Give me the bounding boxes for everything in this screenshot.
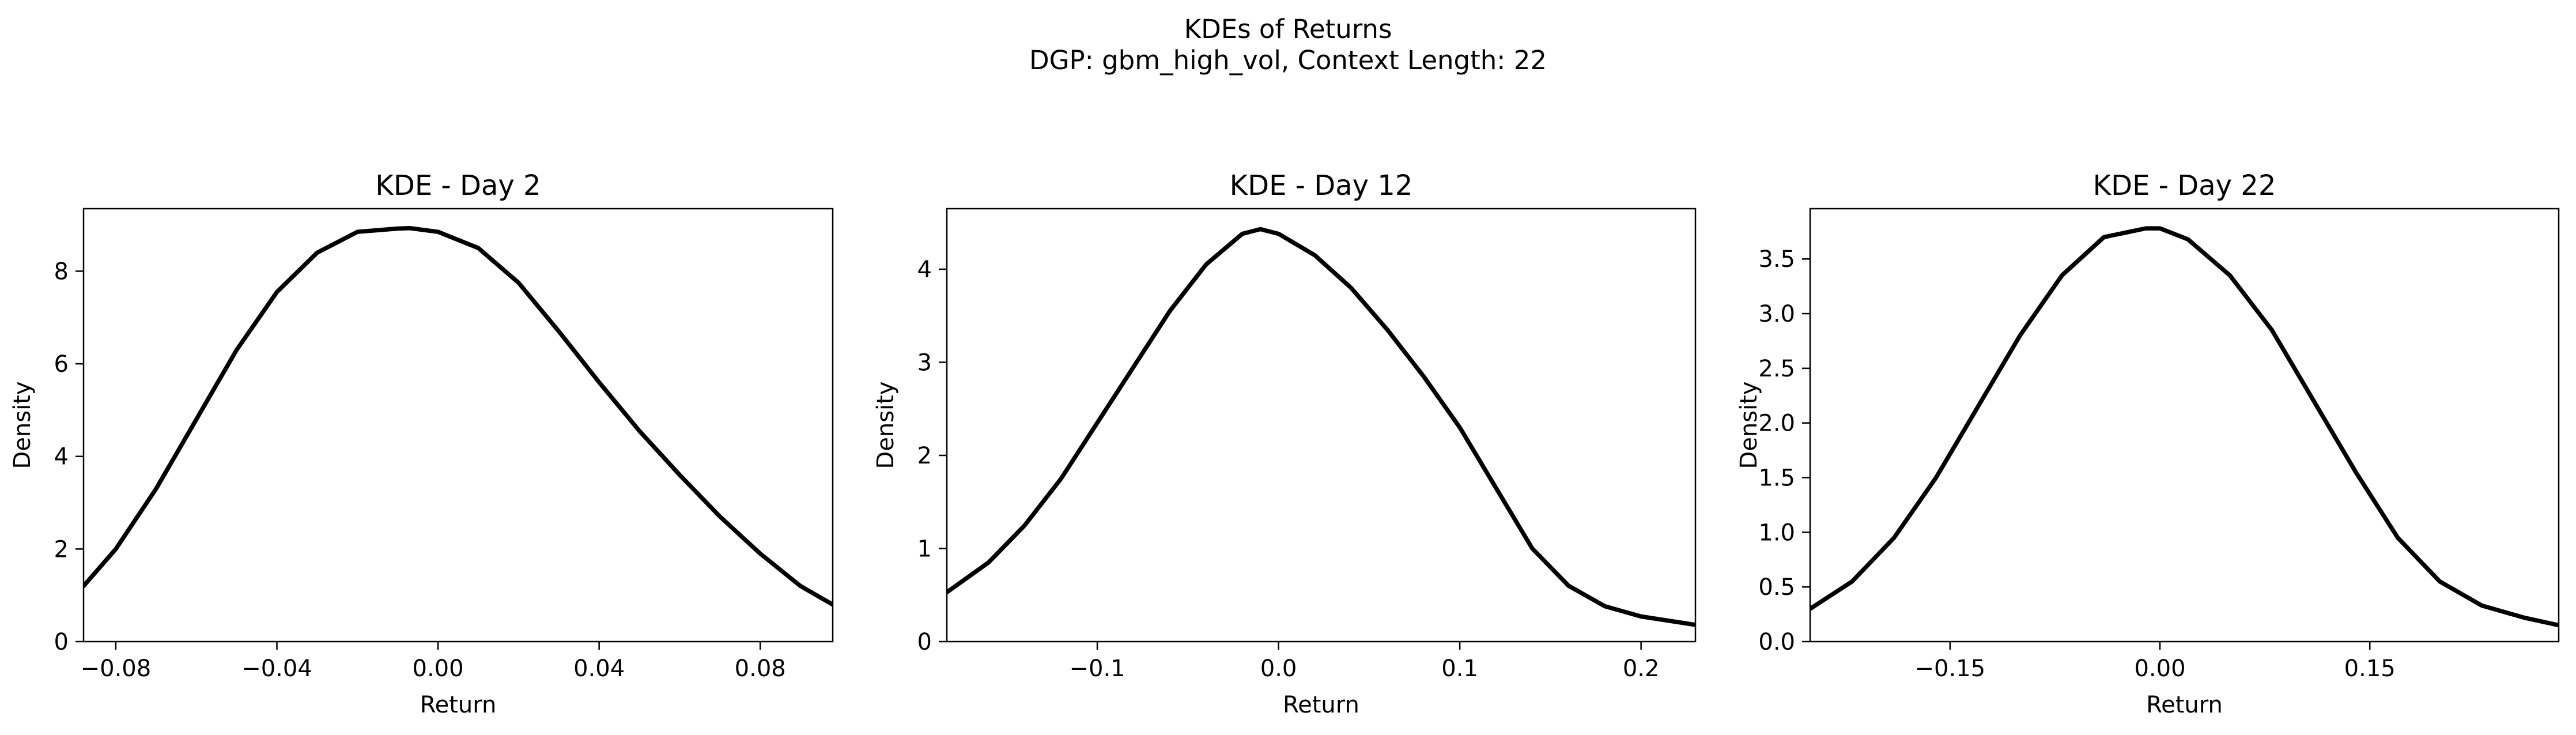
subplot-2: −0.1 0.0 0.1 0.2 0 1 2 3 4 KDE - Day 12 Return Dens… [872,169,1697,718]
subplot-title: KDE - Day 12 [1230,169,1413,202]
x-axis-label: Return [420,692,497,718]
subplot-1: −0.08 −0.04 0.00 0.04 0.08 0 2 4 6 8 KDE - Day 2 Re… [9,169,834,718]
y-tick-label: 0.0 [1758,629,1795,655]
figure-subtitle: DGP: gbm_high_vol, Context Length: 22 [1029,45,1547,76]
y-tick-label: 0.5 [1758,574,1795,601]
figure-title: KDEs of Returns [1184,14,1392,44]
y-tick-label: 0 [54,629,69,655]
y-axis-label: Density [1736,381,1762,469]
subplot-3: −0.15 0.00 0.15 0.0 0.5 1.0 1.5 2.0 2.5 3.0 3.5 KDE… [1736,169,2560,718]
y-tick-label: 3.0 [1758,301,1795,327]
x-tick-label: −0.08 [81,655,152,682]
axes-frame [1809,208,2560,643]
y-tick-label: 4 [917,257,932,283]
x-tick-label: 0.2 [1623,655,1660,682]
x-tick-label: 0.00 [2134,655,2185,682]
y-tick-label: 2.5 [1758,356,1795,382]
x-axis-label: Return [2146,692,2223,718]
y-tick-label: 6 [54,351,69,378]
y-tick-label: 3.5 [1758,246,1795,273]
y-tick-label: 0 [917,629,932,655]
subplot-title: KDE - Day 22 [2093,169,2276,202]
x-tick-label: −0.04 [241,655,312,682]
y-tick-label: 1.5 [1758,465,1795,492]
y-tick-label: 4 [54,444,69,470]
x-tick-label: 0.00 [413,655,464,682]
axes-frame [82,208,834,643]
x-tick-label: 0.0 [1260,655,1297,682]
kde-series-line [1810,226,2559,628]
x-tick-label: 0.04 [573,655,625,682]
x-tick-label: 0.1 [1441,655,1478,682]
x-tick-label: 0.08 [735,655,786,682]
axes-frame [946,208,1697,643]
kde-series-line [84,225,833,607]
y-tick-label: 2 [917,443,932,469]
kde-series-line [947,227,1695,627]
subplot-title: KDE - Day 2 [375,169,541,202]
y-axis-label: Density [9,381,36,469]
y-tick-label: 1.0 [1758,519,1795,546]
y-tick-label: 1 [917,536,932,562]
y-axis-label: Density [872,381,899,469]
y-tick-label: 8 [54,258,69,285]
x-tick-label: −0.15 [1915,655,1986,682]
x-tick-label: 0.15 [2344,655,2396,682]
y-tick-label: 2.0 [1758,410,1795,437]
y-tick-label: 2 [54,536,69,563]
x-tick-label: −0.1 [1069,655,1125,682]
y-tick-label: 3 [917,349,932,376]
x-axis-label: Return [1283,692,1359,718]
